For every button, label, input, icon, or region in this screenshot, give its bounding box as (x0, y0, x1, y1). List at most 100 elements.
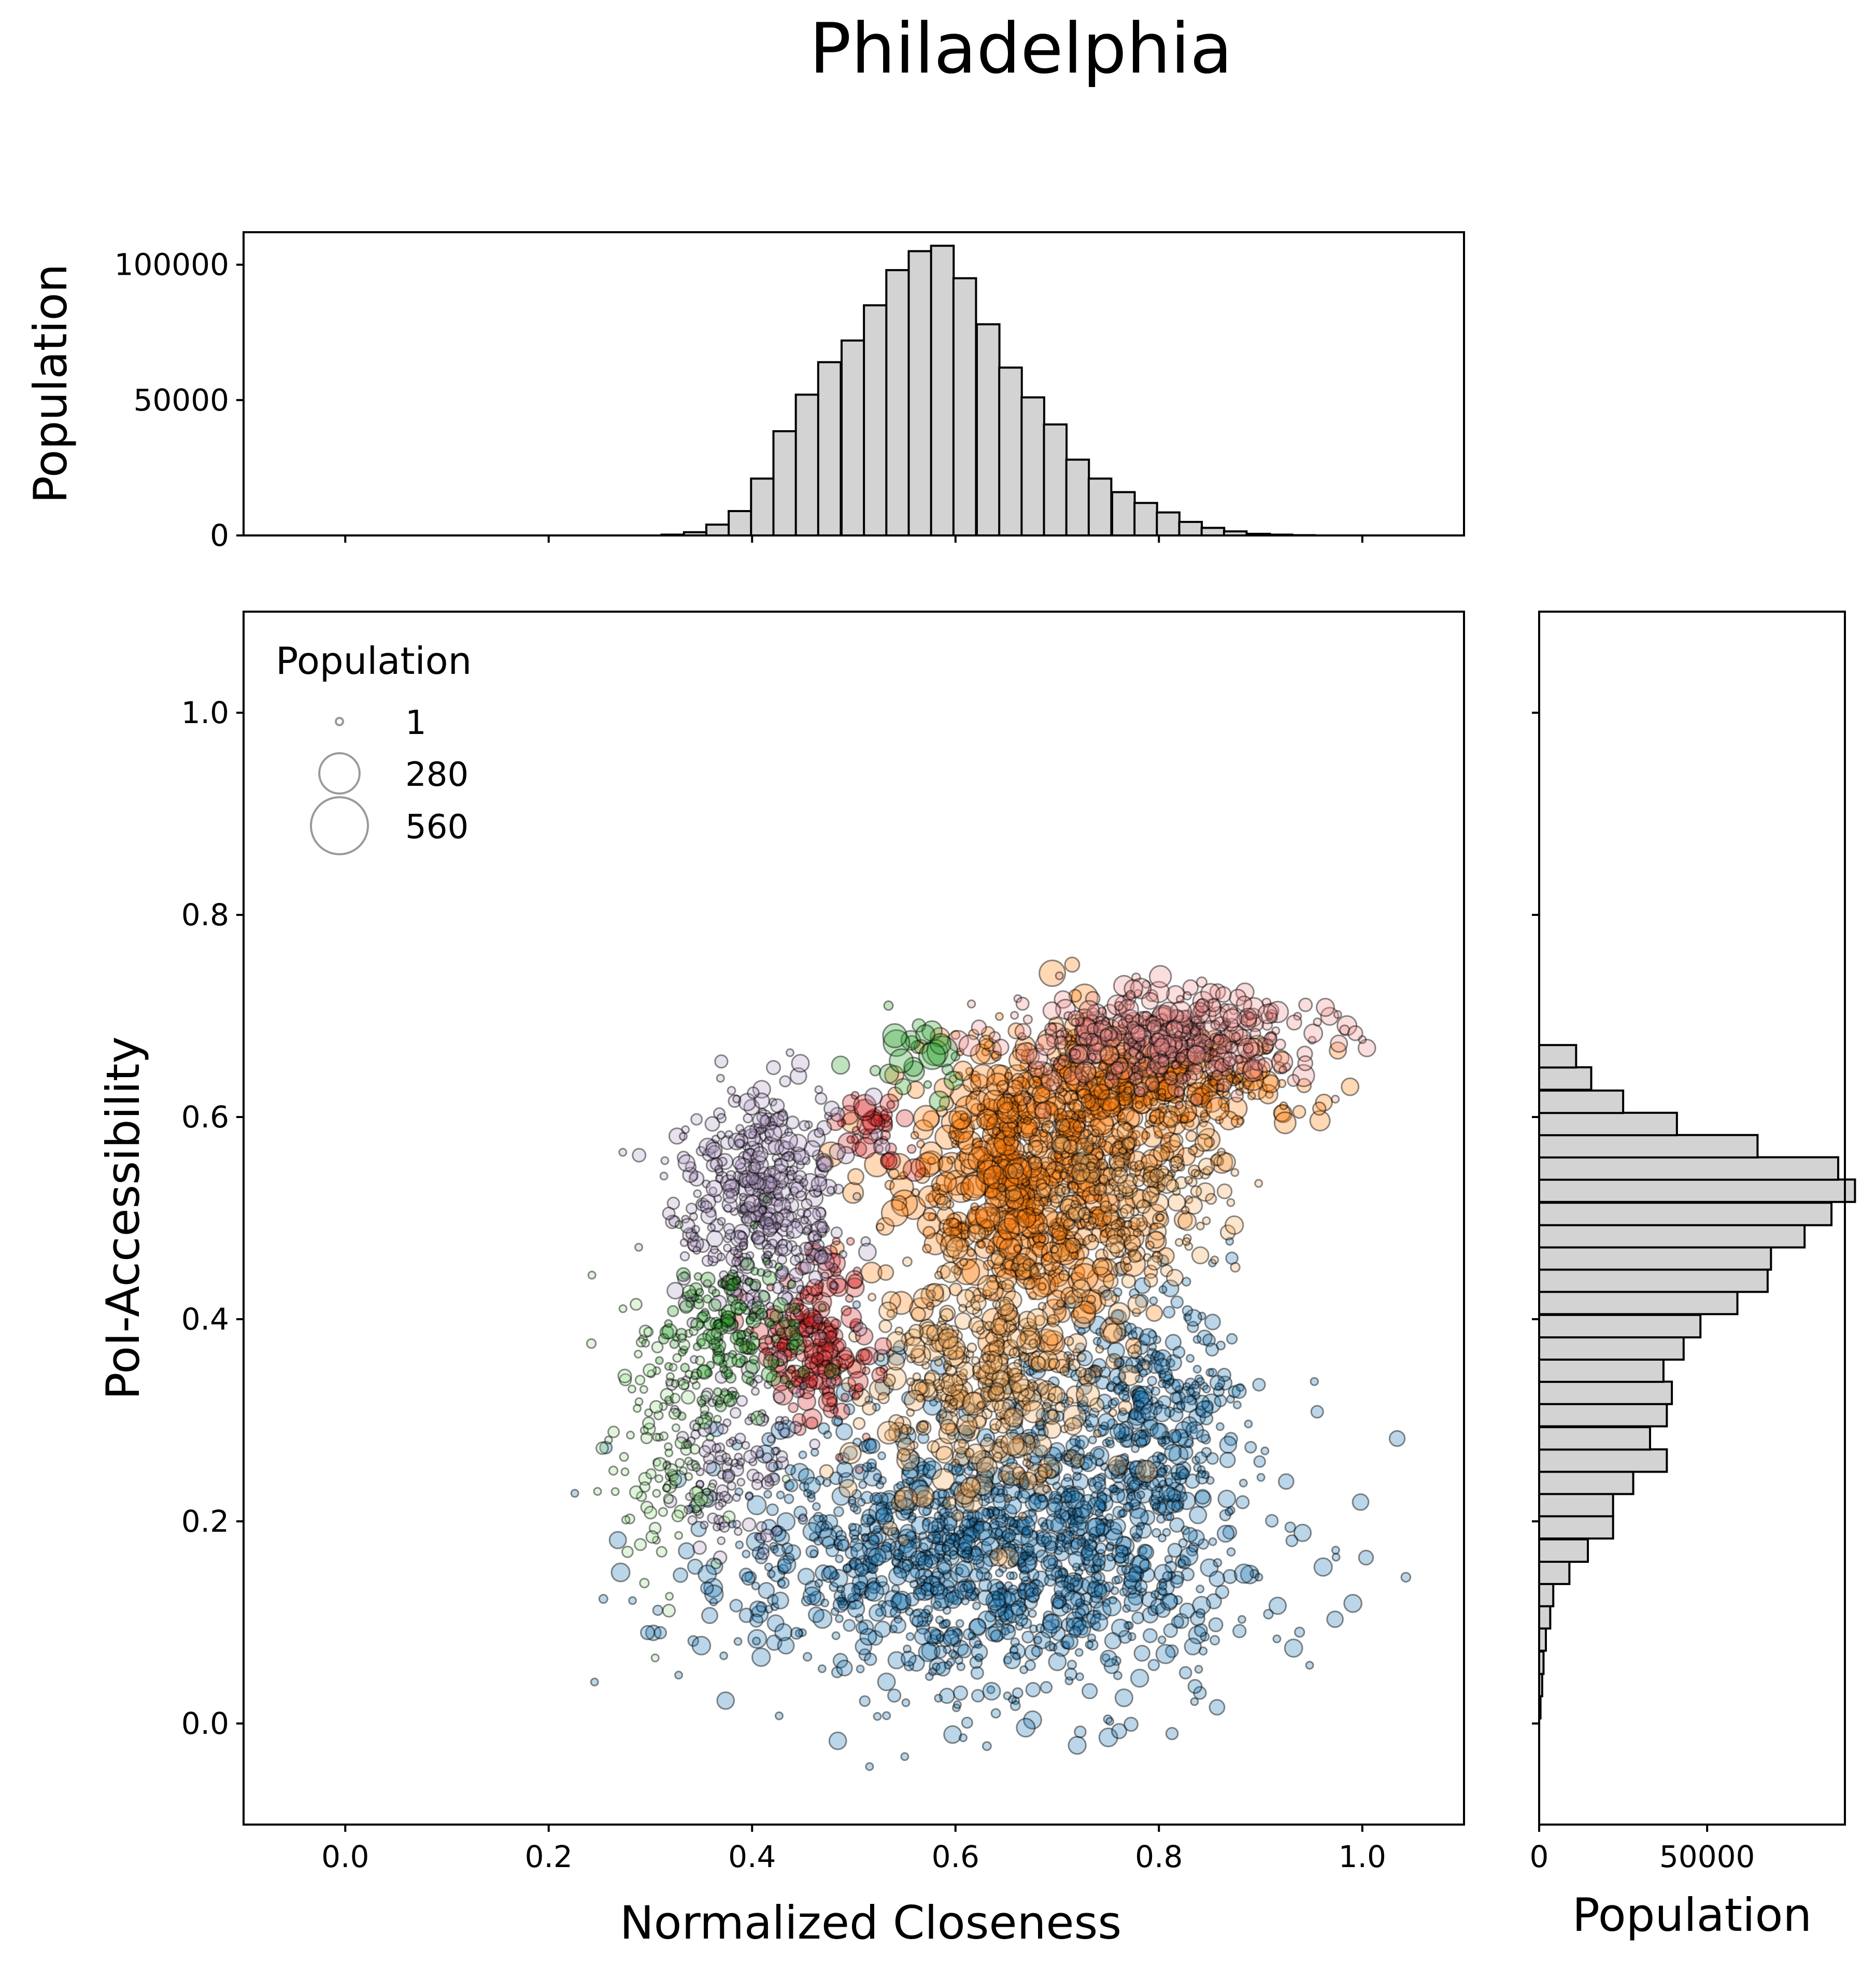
scatter-point (1132, 1471, 1146, 1486)
scatter-point (875, 1608, 884, 1617)
scatter-point (1003, 1477, 1015, 1489)
scatter-point (1040, 1620, 1058, 1638)
scatter-point (945, 1533, 957, 1545)
scatter-point (926, 1534, 935, 1543)
scatter-point (1053, 1545, 1070, 1562)
scatter-point (767, 1594, 779, 1606)
scatter-point (1098, 1727, 1118, 1747)
chart-title: Philadelphia (809, 8, 1232, 89)
scatter-point (1233, 1563, 1254, 1584)
right-histogram-bar (1538, 1515, 1614, 1540)
scatter-point (722, 1468, 735, 1482)
scatter-point (920, 1608, 931, 1619)
scatter-point (923, 1626, 942, 1645)
scatter-point (746, 1495, 767, 1516)
scatter-point (893, 1561, 911, 1579)
scatter-point (802, 1522, 822, 1542)
scatter-point (1331, 1095, 1340, 1104)
scatter-point (1063, 1539, 1079, 1556)
scatter-point (763, 1490, 772, 1499)
scatter-point (1041, 1531, 1059, 1550)
scatter-point (985, 1245, 994, 1254)
scatter-point (858, 1568, 878, 1588)
scatter-point (1134, 1086, 1146, 1097)
scatter-point (668, 1407, 681, 1420)
scatter-point (1352, 1493, 1370, 1511)
scatter-point (1200, 1558, 1219, 1577)
scatter-point (1173, 1613, 1189, 1629)
scatter-point (1077, 1207, 1091, 1221)
scatter-point (1038, 1234, 1047, 1244)
scatter-point (799, 1120, 811, 1132)
scatter-point (1011, 1262, 1020, 1271)
scatter-point (893, 1483, 903, 1493)
scatter-point (1156, 1213, 1165, 1222)
scatter-point (852, 1581, 868, 1595)
scatter-point (959, 1487, 969, 1496)
scatter-point (1060, 1635, 1075, 1649)
scatter-point (784, 1493, 794, 1504)
top-histogram-bar (1111, 491, 1136, 537)
scatter-point (1038, 1282, 1047, 1291)
scatter-point (662, 1604, 676, 1618)
scatter-point (890, 1592, 909, 1612)
scatter-point (679, 1299, 693, 1314)
scatter-point (1020, 1529, 1039, 1548)
scatter-point (1012, 1412, 1021, 1421)
scatter-point (1225, 1040, 1238, 1054)
scatter-point (1007, 1558, 1017, 1567)
scatter-point (744, 1277, 754, 1287)
scatter-point (1093, 1582, 1107, 1596)
scatter-point (729, 1407, 742, 1419)
scatter-point (777, 1576, 790, 1589)
scatter-point (916, 1464, 929, 1478)
scatter-point (1064, 1237, 1081, 1254)
scatter-point (926, 1302, 935, 1311)
scatter-point (882, 1711, 891, 1720)
scatter-point (1003, 1656, 1013, 1665)
scatter-point (1216, 1083, 1225, 1092)
scatter-point (901, 1698, 911, 1707)
scatter-point (1188, 1506, 1207, 1524)
scatter-point (664, 1448, 674, 1458)
scatter-point (1106, 1439, 1115, 1449)
scatter-point (716, 1252, 726, 1262)
scatter-point (897, 1448, 911, 1462)
scatter-point (925, 1672, 934, 1682)
scatter-point (1285, 1534, 1299, 1547)
scatter-point (982, 1353, 991, 1362)
scatter-point (995, 1515, 1009, 1528)
scatter-point (1139, 1368, 1148, 1378)
scatter-point (873, 1491, 889, 1507)
scatter-point (669, 1363, 678, 1372)
scatter-point (1081, 1093, 1097, 1109)
scatter-point (1040, 1555, 1058, 1572)
right-histogram-bar (1538, 1290, 1739, 1316)
scatter-point (833, 1183, 844, 1195)
scatter-point (789, 1254, 801, 1266)
scatter-point (967, 999, 976, 1009)
scatter-point (1004, 1581, 1013, 1590)
scatter-point (991, 1591, 1001, 1602)
scatter-point (1028, 1609, 1037, 1618)
scatter-point (862, 1532, 880, 1550)
scatter-point (961, 1525, 978, 1542)
scatter-point (751, 1546, 765, 1560)
scatter-point (1157, 1436, 1166, 1445)
scatter-point (847, 1168, 865, 1185)
scatter-point (770, 1602, 779, 1612)
scatter-point (896, 1481, 905, 1490)
scatter-point (915, 1567, 934, 1587)
scatter-point (855, 1614, 864, 1623)
scatter-point (943, 1553, 952, 1562)
scatter-point (777, 1578, 786, 1588)
scatter-point (1127, 1589, 1144, 1606)
scatter-point (806, 1490, 816, 1499)
scatter-point (1185, 1421, 1204, 1440)
scatter-point (878, 1301, 898, 1321)
scatter-point (1043, 1553, 1059, 1570)
scatter-point (694, 1355, 705, 1366)
scatter-point (953, 1463, 963, 1473)
scatter-point (963, 1466, 974, 1476)
scatter-point (975, 1468, 994, 1488)
